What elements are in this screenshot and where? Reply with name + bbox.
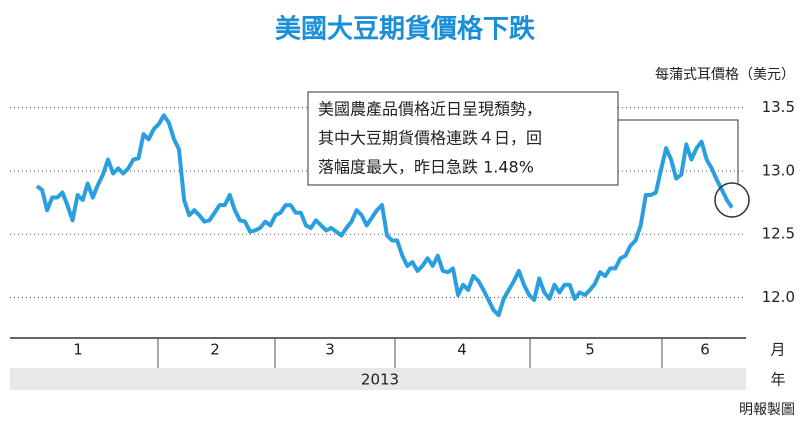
annotation-text: 其中大豆期貨價格連跌４日，回 bbox=[318, 129, 542, 148]
year-label: 2013 bbox=[361, 371, 399, 389]
price-line bbox=[35, 113, 734, 318]
callout-line bbox=[618, 119, 739, 183]
x-tick-label: 6 bbox=[700, 341, 710, 359]
x-tick-label: 3 bbox=[325, 341, 335, 359]
annotation-box bbox=[307, 91, 619, 186]
x-tick-label: 2 bbox=[210, 341, 220, 359]
y-tick-label: 12.0 bbox=[762, 288, 795, 306]
year-band bbox=[10, 368, 746, 390]
callout-circle bbox=[714, 182, 750, 218]
x-tick-label: 5 bbox=[585, 341, 595, 359]
annotation-text: 美國農產品價格近日呈現頹勢， bbox=[318, 100, 542, 119]
x-tick-label: 1 bbox=[73, 341, 83, 359]
source: 明報製圖 bbox=[739, 402, 795, 418]
year-unit: 年 bbox=[770, 371, 785, 389]
chart-title: 美國大豆期貨價格下跌 bbox=[275, 14, 535, 45]
annotation-text: 落幅度最大，昨日急跌 1.48% bbox=[318, 158, 534, 177]
y-tick-label: 13.5 bbox=[762, 98, 795, 116]
month-unit: 月 bbox=[770, 341, 785, 359]
y-axis-label: 每蒲式耳價格（美元） bbox=[655, 66, 795, 83]
y-tick-label: 12.5 bbox=[762, 225, 795, 243]
x-tick-label: 4 bbox=[457, 341, 467, 359]
y-tick-label: 13.0 bbox=[762, 161, 795, 179]
